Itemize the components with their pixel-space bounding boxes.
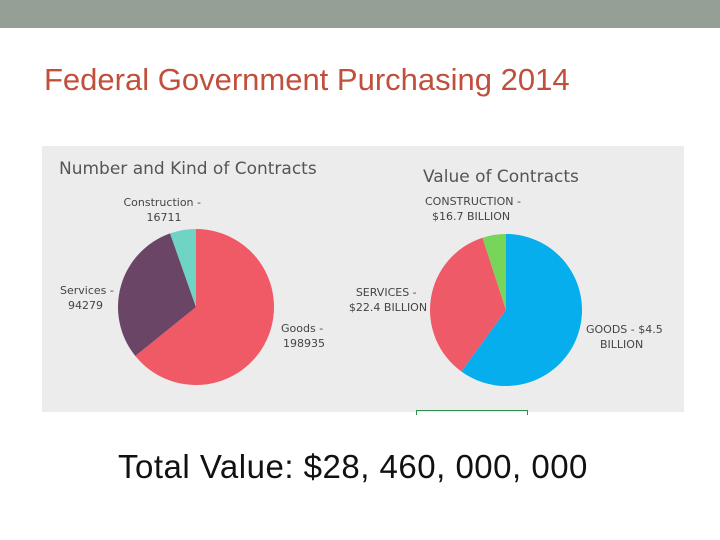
pie-chart-count: Number and Kind of Contracts Constructio… xyxy=(59,159,327,385)
label-construction-value-line2: $16.7 BILLION xyxy=(432,210,510,223)
label-goods-count-line2: 198935 xyxy=(283,337,325,350)
label-services-value: SERVICES - $22.4 BILLION xyxy=(349,286,427,314)
pie-slice-construction xyxy=(482,234,506,310)
pie-chart-value: Value of Contracts CONSTRUCTION - $16.7 … xyxy=(349,167,666,386)
pie-slice-services xyxy=(118,233,196,357)
label-construction-value: CONSTRUCTION - $16.7 BILLION xyxy=(425,195,524,223)
label-construction-count-line1: Construction - xyxy=(123,196,201,209)
total-value-text: Total Value: $28, 460, 000, 000 xyxy=(118,448,588,485)
label-construction-count-line2: 16711 xyxy=(147,211,182,224)
pie-value-slices xyxy=(429,234,583,386)
label-construction-value-line1: CONSTRUCTION - xyxy=(425,195,521,208)
label-goods-count: Goods - 198935 xyxy=(281,322,327,350)
label-services-count: Services - 94279 xyxy=(60,284,117,312)
label-services-value-line1: SERVICES - xyxy=(356,286,417,299)
chart-title-count: Number and Kind of Contracts xyxy=(59,159,317,179)
pie-count-slices xyxy=(118,229,274,385)
chart-panel: Number and Kind of Contracts Constructio… xyxy=(42,146,684,412)
label-services-count-line2: 94279 xyxy=(68,299,103,312)
pie-slice-construction xyxy=(170,229,196,307)
pie-slice-goods xyxy=(135,229,274,385)
pie-slice-services xyxy=(429,237,506,372)
top-bar xyxy=(0,0,720,28)
label-goods-value-line2: BILLION xyxy=(600,338,643,351)
label-goods-count-line1: Goods - xyxy=(281,322,323,335)
label-goods-value-line1: GOODS - $4.5 xyxy=(586,323,663,336)
label-construction-count: Construction - 16711 xyxy=(123,196,204,224)
label-services-count-line1: Services - xyxy=(60,284,114,297)
chart-title-value: Value of Contracts xyxy=(423,167,579,187)
pie-slice-goods xyxy=(461,234,583,386)
slide-title: Federal Government Purchasing 2014 xyxy=(44,62,570,97)
label-services-value-line2: $22.4 BILLION xyxy=(349,301,427,314)
charts-svg: Number and Kind of Contracts Constructio… xyxy=(59,159,666,386)
label-goods-value: GOODS - $4.5 BILLION xyxy=(586,323,666,351)
decorative-box-outline xyxy=(416,410,528,415)
